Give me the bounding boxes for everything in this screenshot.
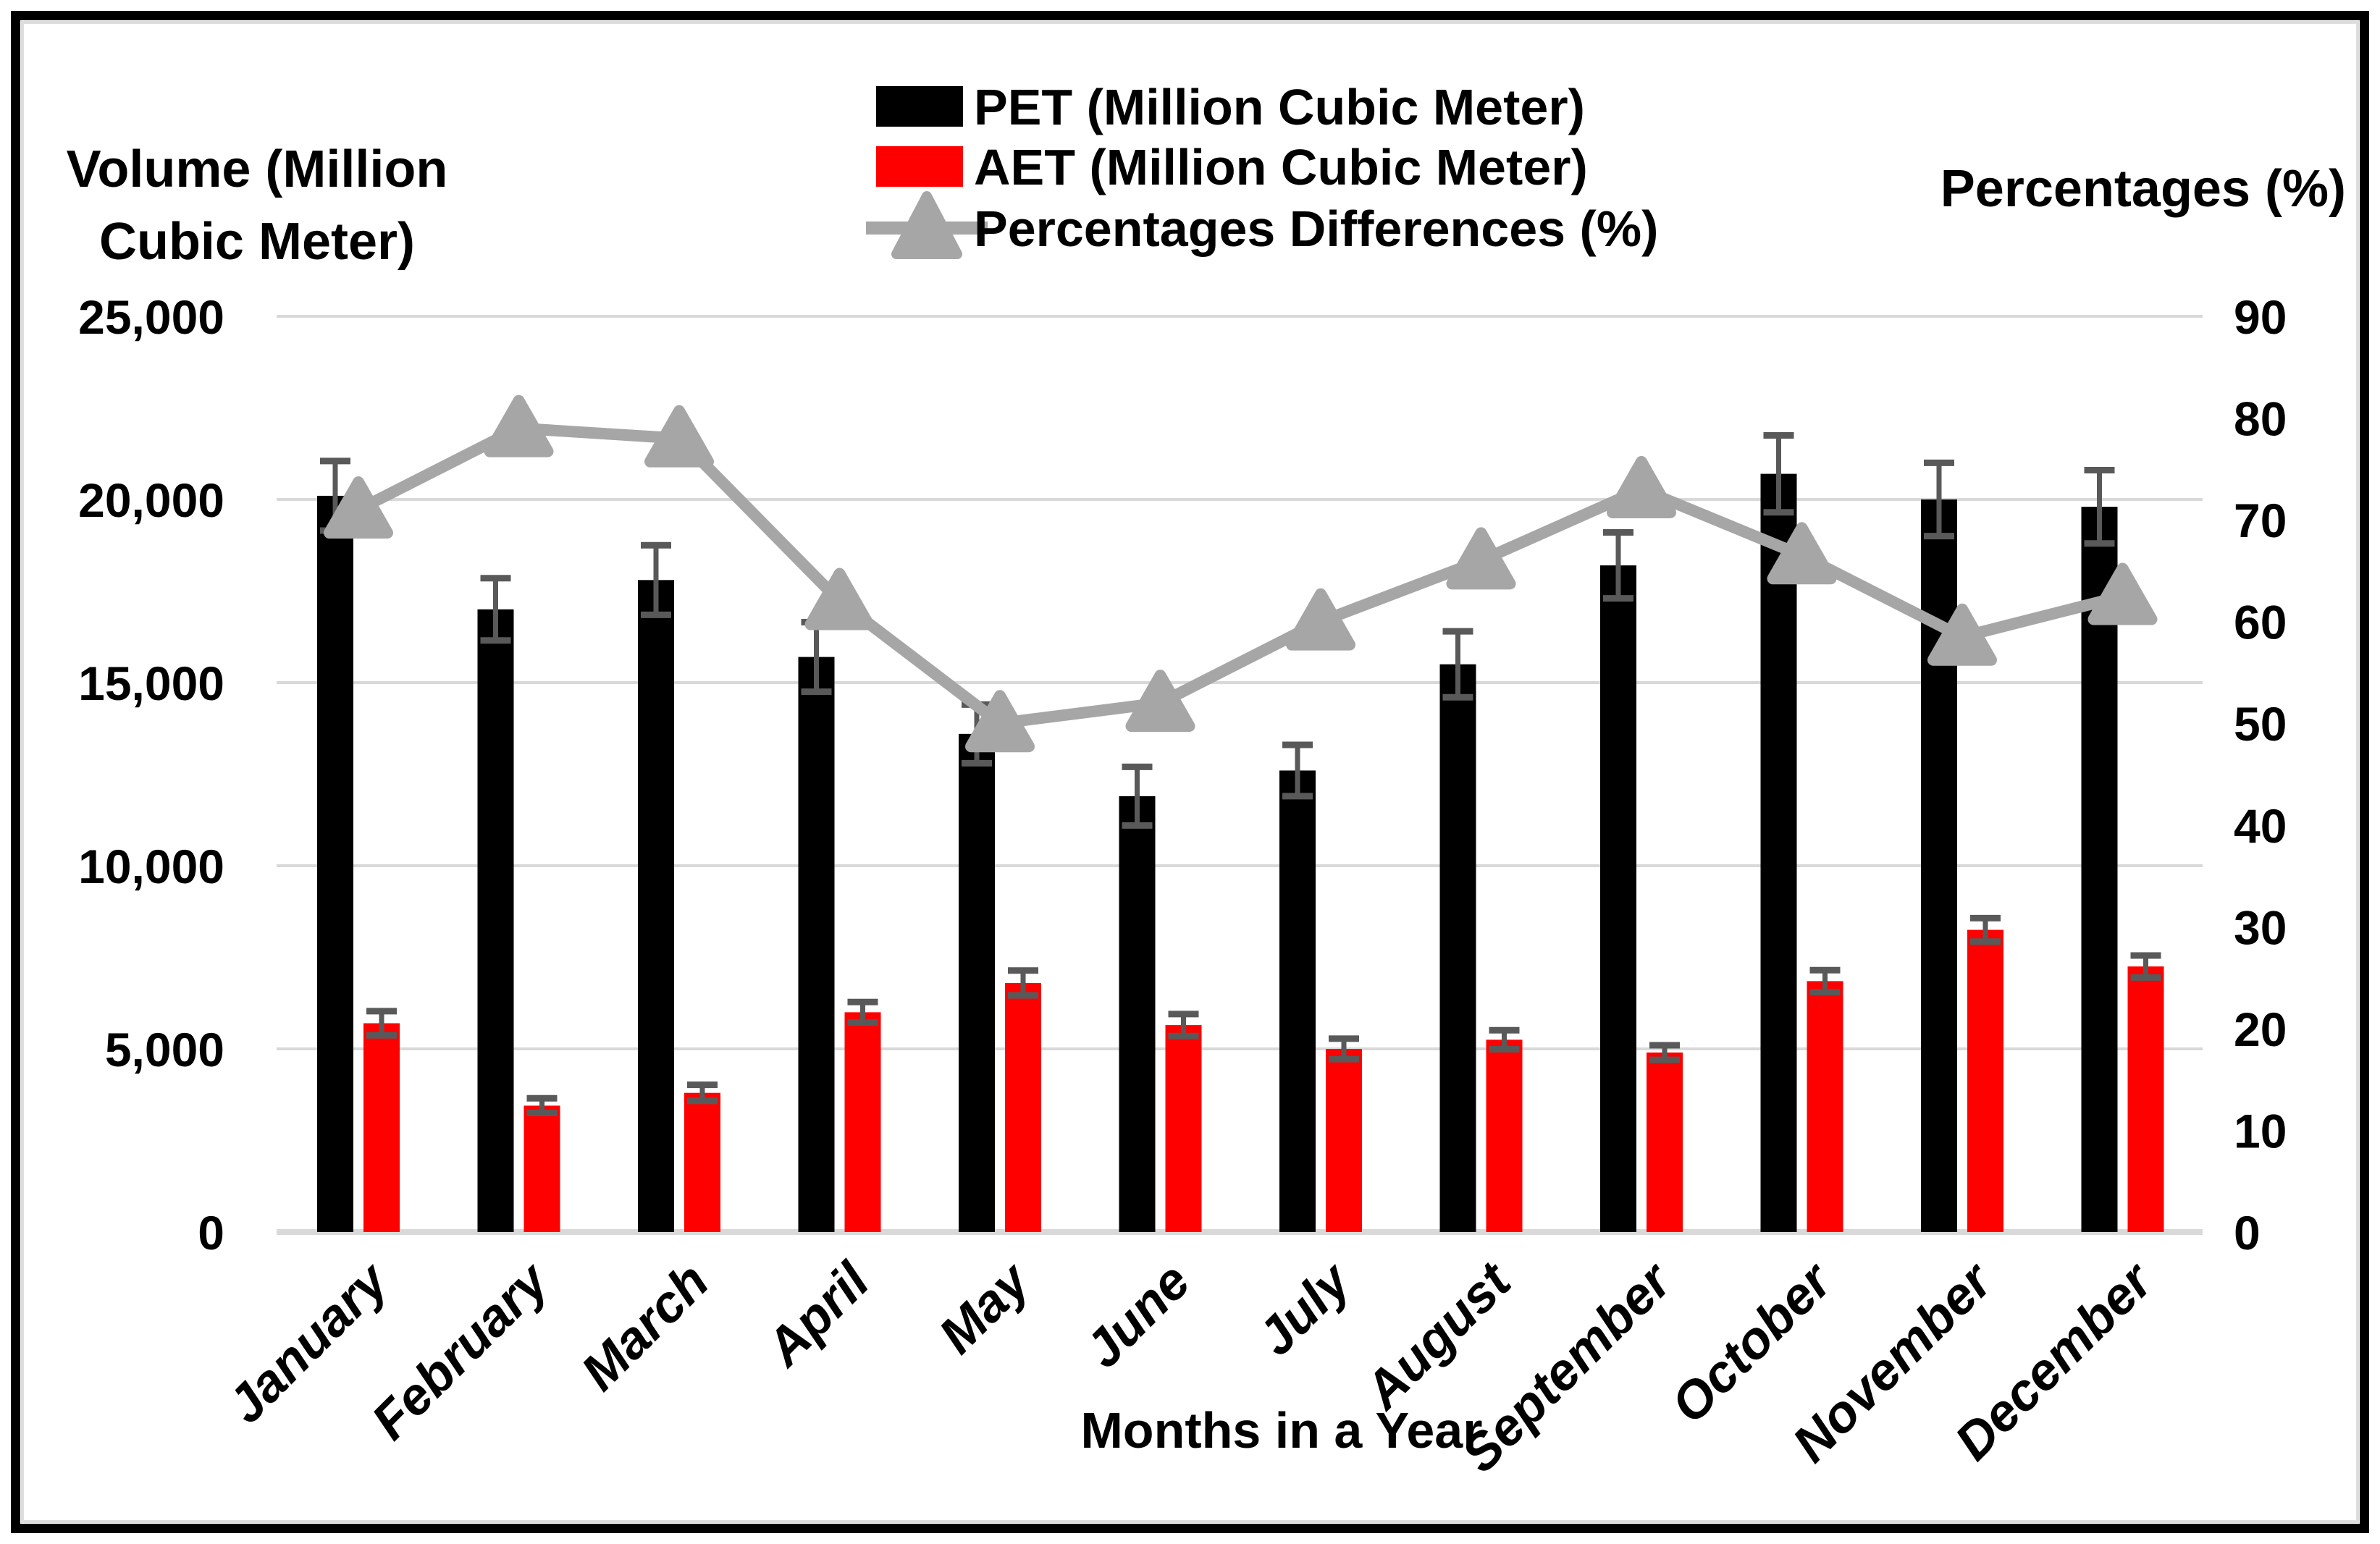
percent-diff-marker-April <box>804 568 875 630</box>
bar-aet-July <box>1326 1049 1362 1232</box>
right-tick-label: 0 <box>2234 1206 2261 1260</box>
bar-aet-December <box>2127 966 2164 1232</box>
legend-label-pet: PET (Million Cubic Meter) <box>974 79 1585 135</box>
bar-pet-August <box>1439 664 1476 1232</box>
bar-pet-June <box>1119 796 1156 1232</box>
bar-pet-May <box>959 733 995 1232</box>
left-tick-label: 25,000 <box>78 290 224 344</box>
x-tick-label-March: March <box>571 1252 720 1402</box>
bar-pet-February <box>477 609 514 1232</box>
percent-diff-marker-March <box>644 405 714 468</box>
bar-aet-March <box>684 1092 720 1232</box>
bar-pet-March <box>638 580 674 1232</box>
bar-pet-January <box>317 495 353 1232</box>
left-tick-label: 5,000 <box>105 1023 224 1076</box>
legend-label-percent-diff: Percentages Differences (%) <box>974 201 1658 257</box>
right-tick-label: 30 <box>2234 900 2287 954</box>
x-tick-label-June: June <box>1074 1252 1200 1379</box>
percent-diff-marker-December <box>2087 562 2158 625</box>
percent-diff-line <box>353 422 2129 730</box>
left-tick-label: 15,000 <box>78 657 224 710</box>
bar-pet-April <box>798 657 835 1232</box>
figure-border <box>11 11 2369 1533</box>
percent-diff-marker-June <box>1125 670 1195 733</box>
bar-aet-August <box>1486 1039 1523 1232</box>
left-axis-title-line2: Cubic Meter) <box>99 213 415 271</box>
bar-pet-October <box>1760 473 1797 1232</box>
legend-swatch-aet <box>876 146 963 187</box>
right-tick-label: 60 <box>2234 596 2287 649</box>
bar-aet-October <box>1807 981 1843 1232</box>
bar-aet-September <box>1647 1052 1683 1232</box>
left-tick-label: 10,000 <box>78 840 224 893</box>
bar-pet-November <box>1921 499 1957 1232</box>
right-tick-label: 80 <box>2234 392 2287 446</box>
x-tick-label-July: July <box>1247 1250 1363 1367</box>
right-tick-label: 10 <box>2234 1104 2287 1157</box>
legend-swatch-pet <box>876 86 963 127</box>
left-axis-title-line1: Volume (Million <box>67 140 448 198</box>
percent-diff-marker-October <box>1767 522 1837 585</box>
x-axis-title: Months in a Year <box>1081 1402 1483 1459</box>
legend-label-aet: AET (Million Cubic Meter) <box>974 139 1588 195</box>
x-tick-label-February: February <box>361 1250 561 1451</box>
figure-inner-edge <box>21 21 2359 1523</box>
bar-aet-February <box>523 1105 560 1232</box>
percent-diff-marker-July <box>1286 588 1355 651</box>
x-tick-label-May: May <box>928 1250 1043 1364</box>
right-tick-label: 50 <box>2234 697 2287 751</box>
legend: PET (Million Cubic Meter) AET (Million C… <box>866 79 1658 259</box>
bar-aet-May <box>1005 982 1041 1232</box>
bar-pet-December <box>2081 507 2118 1232</box>
percent-diff-marker-January <box>324 476 393 539</box>
left-tick-label: 20,000 <box>78 473 224 527</box>
right-tick-label: 40 <box>2234 799 2287 853</box>
percent-diff-marker-November <box>1927 603 1997 666</box>
left-tick-label: 0 <box>198 1206 224 1260</box>
bar-aet-November <box>1967 929 2003 1232</box>
x-tick-label-April: April <box>754 1251 881 1378</box>
bar-aet-April <box>844 1012 881 1232</box>
bar-pet-July <box>1279 770 1316 1232</box>
bar-pet-September <box>1600 565 1636 1232</box>
bar-aet-June <box>1165 1025 1202 1232</box>
right-axis-title: Percentages (%) <box>1940 160 2346 218</box>
percent-diff-marker-February <box>484 395 554 457</box>
right-tick-label: 20 <box>2234 1003 2287 1056</box>
legend-triangle-marker-icon <box>891 191 962 259</box>
bar-aet-January <box>363 1023 400 1232</box>
plot-area: 0 5,000 10,000 15,000 20,000 25,000 0 10 20 30 40 5… <box>78 290 2287 1483</box>
percent-diff-marker-May <box>965 690 1035 753</box>
percent-diff-marker-August <box>1446 527 1516 590</box>
percent-diff-marker-September <box>1607 455 1676 518</box>
right-tick-label: 90 <box>2234 290 2287 344</box>
right-tick-label: 70 <box>2234 494 2287 547</box>
